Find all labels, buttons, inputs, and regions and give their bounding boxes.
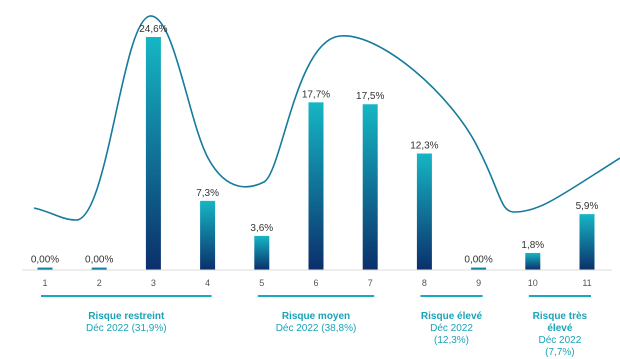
- x-tick-label-1: 1: [42, 278, 47, 288]
- bar-10: [525, 252, 541, 270]
- bar-value-label-6: 17,7%: [302, 89, 330, 100]
- group-subtitle-1: Déc 2022 (31,9%): [85, 323, 167, 334]
- trend-curve: [33, 15, 620, 221]
- bar-value-label-10: 1,8%: [521, 240, 544, 251]
- x-tick-label-5: 5: [259, 278, 264, 288]
- x-tick-label-11: 11: [582, 278, 591, 288]
- bar-2: [91, 267, 107, 270]
- bar-7: [362, 104, 378, 270]
- bar-4: [200, 200, 216, 270]
- bar-6: [308, 102, 324, 270]
- risk-distribution-chart: 0,00% 0,00% 24,6% 7,3% 3,6% 17,7% 17,5% 12,3% 0,…: [22, 15, 620, 297]
- group-title-2: Risque moyen: [281, 311, 351, 322]
- group-subtitle-2: Déc 2022 (38,8%): [275, 323, 357, 334]
- x-tick-label-8: 8: [422, 278, 427, 288]
- bar-3: [145, 37, 161, 270]
- group-subtitle-3: Déc 2022 (12,3%): [430, 323, 473, 346]
- bar-value-label-5: 3,6%: [250, 223, 273, 234]
- x-tick-label-10: 10: [528, 278, 538, 288]
- group-subtitle-4: Déc 2022 (7,7%): [538, 335, 582, 358]
- bar-9: [471, 267, 487, 270]
- bar-value-label-8: 12,3%: [410, 141, 438, 152]
- x-tick-label-6: 6: [313, 278, 318, 288]
- bar-value-label-3: 24,6%: [139, 24, 167, 35]
- bar-value-label-2: 0,00%: [85, 255, 113, 266]
- bar-5: [254, 235, 270, 270]
- bar-1: [37, 267, 53, 270]
- x-tick-label-7: 7: [368, 278, 373, 288]
- bar-value-label-7: 17,5%: [356, 91, 384, 102]
- x-tick-label-4: 4: [205, 278, 210, 288]
- bar-value-label-11: 5,9%: [576, 201, 599, 212]
- bar-value-label-9: 0,00%: [464, 255, 492, 266]
- bar-value-label-4: 7,3%: [196, 188, 219, 199]
- group-title-4: Risque très élevé: [532, 311, 588, 334]
- x-tick-label-2: 2: [97, 278, 102, 288]
- bar-value-label-1: 0,00%: [31, 255, 59, 266]
- group-title-3: Risque élevé: [420, 311, 483, 322]
- x-tick-label-3: 3: [151, 278, 156, 288]
- bar-8: [416, 153, 432, 270]
- group-title-1: Risque restreint: [88, 311, 165, 322]
- x-tick-label-9: 9: [476, 278, 481, 288]
- bar-11: [579, 214, 595, 270]
